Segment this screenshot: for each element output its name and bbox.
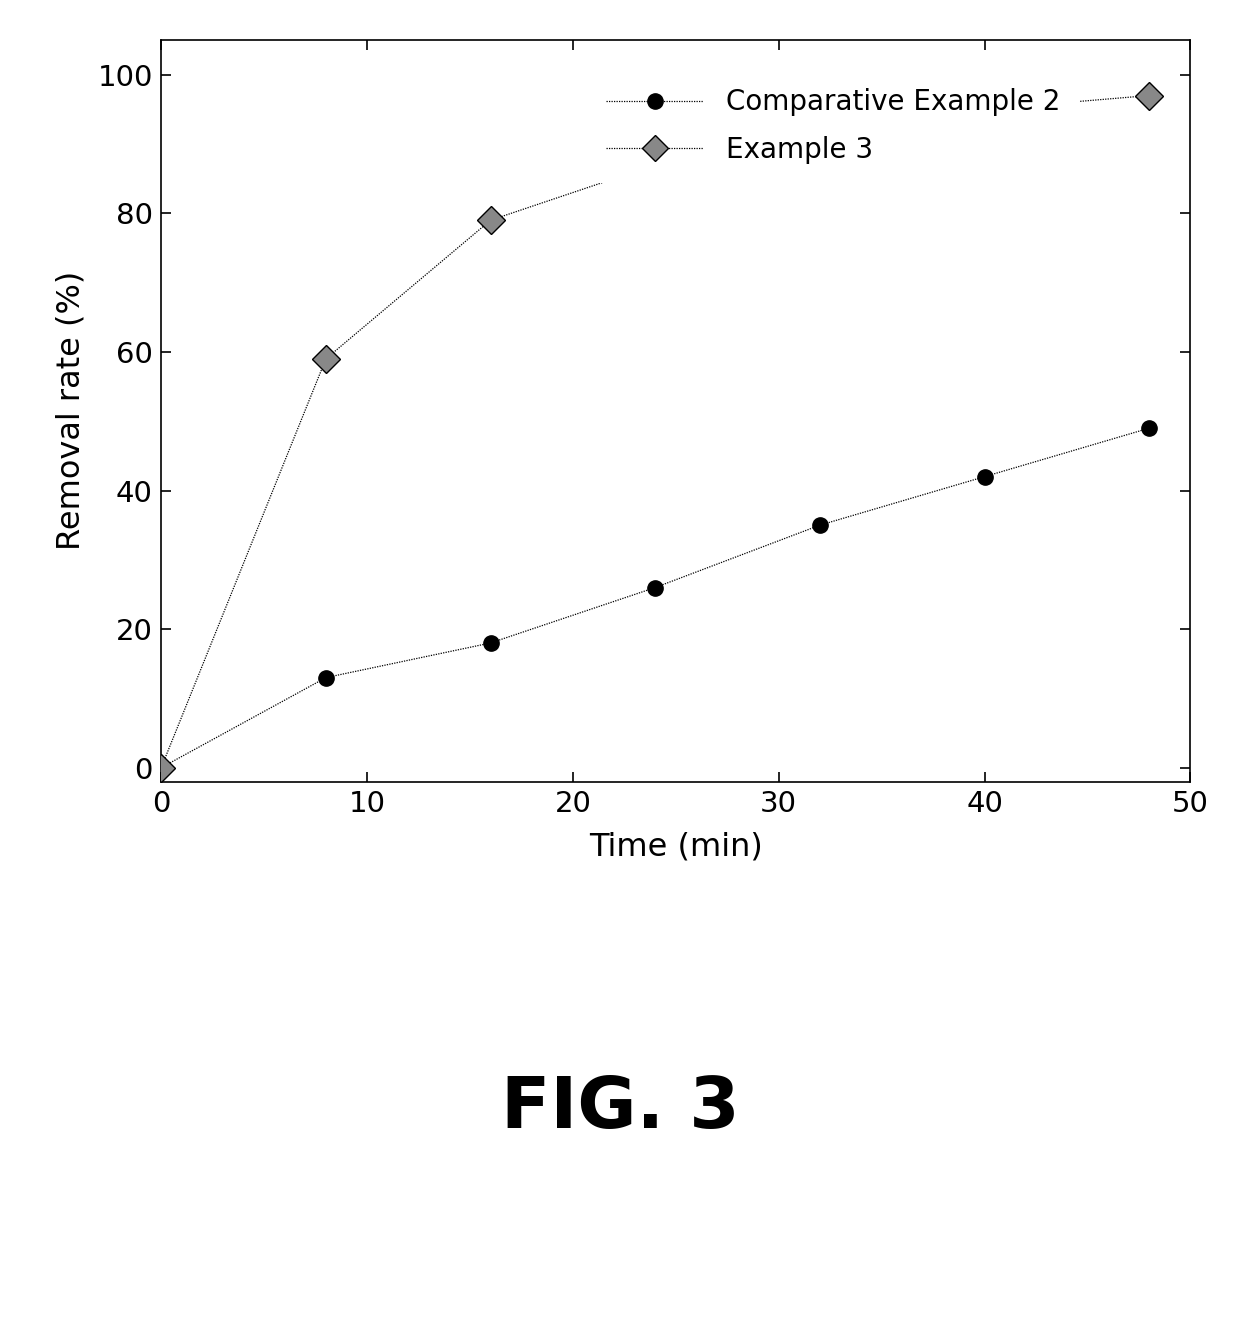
- Comparative Example 2: [812, 517, 827, 533]
- Legend: Comparative Example 2, Example 3: Comparative Example 2, Example 3: [587, 68, 1080, 183]
- Example 3: [154, 760, 169, 776]
- Comparative Example 2: [977, 469, 992, 485]
- Comparative Example 2: [154, 760, 169, 776]
- Y-axis label: Removal rate (%): Removal rate (%): [56, 271, 87, 550]
- Example 3: [647, 156, 662, 172]
- Comparative Example 2: [647, 580, 662, 596]
- Comparative Example 2: [484, 635, 498, 651]
- Example 3: [977, 102, 992, 118]
- Example 3: [1142, 87, 1157, 103]
- Comparative Example 2: [319, 669, 334, 685]
- Line: Comparative Example 2: Comparative Example 2: [154, 421, 1157, 775]
- Line: Example 3: Example 3: [151, 86, 1159, 778]
- Example 3: [812, 122, 827, 138]
- X-axis label: Time (min): Time (min): [589, 832, 763, 863]
- Text: FIG. 3: FIG. 3: [501, 1074, 739, 1144]
- Comparative Example 2: [1142, 420, 1157, 436]
- Example 3: [319, 351, 334, 367]
- Example 3: [484, 212, 498, 228]
